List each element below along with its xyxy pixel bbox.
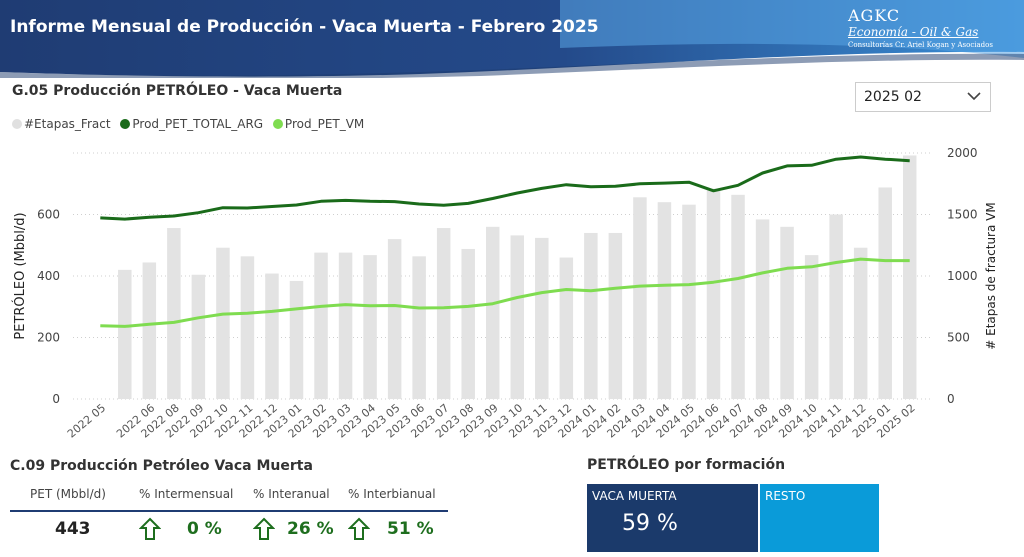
y-tick-label: 200: [37, 331, 60, 345]
kpi-header-intermensual: % Intermensual: [139, 487, 234, 501]
bar-etapas-2023-05[interactable]: [387, 239, 402, 399]
bar-etapas-2023-04[interactable]: [363, 255, 377, 399]
bar-etapas-2023-09[interactable]: [485, 226, 500, 399]
bar-etapas-2024-09[interactable]: [780, 226, 794, 399]
line-prod-vm[interactable]: [100, 257, 910, 328]
period-dropdown-value: 2025 02: [864, 89, 922, 105]
kpi-title: C.09 Producción Petróleo Vaca Muerta: [10, 458, 313, 474]
bar-etapas-2022-08[interactable]: [167, 228, 181, 399]
kpi-header-pet: PET (Mbbl/d): [30, 487, 106, 501]
treemap-tile-vaca-muerta[interactable]: VACA MUERTA 59 %: [587, 484, 758, 552]
y2-tick-label: 0: [947, 392, 955, 406]
bar-etapas-2025-02[interactable]: [902, 155, 917, 399]
y2-tick-label: 1500: [947, 208, 978, 222]
bar-etapas-2023-10[interactable]: [510, 235, 525, 399]
bar-etapas-2022-12[interactable]: [265, 273, 279, 399]
arrow-up-icon: [348, 517, 370, 540]
production-lines: [100, 155, 910, 328]
bar-etapas-2023-12[interactable]: [559, 257, 574, 399]
bar-etapas-2024-08[interactable]: [755, 219, 770, 399]
bar-etapas-2023-06[interactable]: [412, 256, 426, 399]
tile-label-resto: RESTO: [765, 489, 806, 503]
bar-etapas-2022-07[interactable]: [142, 262, 157, 399]
kpi-interbianual-value: 51 %: [387, 519, 434, 539]
y-axis-title: PETRÓLEO (Mbbl/d): [12, 212, 28, 339]
bars-etapas: [118, 155, 917, 400]
bar-etapas-2024-05[interactable]: [682, 204, 696, 399]
y-tick-label: 600: [37, 208, 60, 222]
legend-dot-total: [120, 119, 131, 129]
brand-logo: AGKC Economía - Oil & Gas Consultorías C…: [848, 6, 993, 49]
bar-etapas-2024-04[interactable]: [657, 202, 672, 399]
y2-tick-label: 500: [947, 331, 970, 345]
kpi-intermensual-value: 0 %: [187, 519, 222, 539]
bar-etapas-2023-07[interactable]: [436, 228, 451, 399]
x-tick-label: 2022 05: [65, 401, 108, 440]
kpi-divider: [10, 510, 448, 512]
legend-dot-etapas: [12, 119, 22, 129]
bar-etapas-2023-11[interactable]: [535, 237, 549, 399]
bar-etapas-2023-08[interactable]: [461, 248, 475, 399]
production-combo-chart: 0 200 400 600 0 500 1000 1500 2000 PETRÓLEO (Mbbl…: [12, 146, 998, 441]
y-tick-label: 0: [52, 392, 60, 406]
arrow-up-icon: [139, 517, 161, 540]
bar-etapas-2022-10[interactable]: [216, 247, 230, 399]
legend-item-vm[interactable]: Prod_PET_VM: [272, 117, 365, 131]
bar-etapas-2024-11[interactable]: [829, 214, 843, 400]
kpi-pet-value: 443: [55, 519, 91, 539]
formation-treemap-title: PETRÓLEO por formación: [587, 457, 786, 473]
axes: 0 200 400 600 0 500 1000 1500 2000 PETRÓLEO (Mbbl…: [12, 146, 998, 441]
report-banner: Informe Mensual de Producción - Vaca Mue…: [0, 0, 1024, 78]
y2-axis-title: # Etapas de fractura VM: [984, 202, 998, 349]
legend-item-total[interactable]: Prod_PET_TOTAL_ARG: [120, 117, 263, 131]
gridlines: [73, 152, 930, 400]
report-title: Informe Mensual de Producción - Vaca Mue…: [10, 17, 599, 37]
period-dropdown[interactable]: 2025 02: [855, 82, 991, 112]
tile-label-vaca-muerta: VACA MUERTA: [592, 489, 677, 503]
bar-etapas-2024-06[interactable]: [706, 188, 721, 399]
y-tick-label: 400: [37, 269, 60, 283]
tile-value-vaca-muerta: 59 %: [622, 511, 678, 536]
bar-etapas-2024-03[interactable]: [633, 197, 647, 399]
brand-subtitle: Economía - Oil & Gas: [848, 25, 979, 39]
bar-etapas-2023-01[interactable]: [289, 280, 304, 399]
chart-legend: #Etapas_Fract Prod_PET_TOTAL_ARG Prod_PE…: [12, 117, 370, 135]
legend-label-vm: Prod_PET_VM: [284, 117, 365, 131]
bar-etapas-2023-03[interactable]: [338, 252, 353, 399]
legend-dot-vm: [272, 119, 283, 129]
legend-label-total: Prod_PET_TOTAL_ARG: [132, 117, 264, 131]
arrow-up-icon: [253, 517, 275, 540]
treemap-tile-resto[interactable]: RESTO: [760, 484, 879, 552]
bar-etapas-2025-01[interactable]: [878, 187, 892, 399]
chevron-down-icon: [967, 92, 981, 101]
bar-etapas-2024-01[interactable]: [584, 232, 598, 399]
bar-etapas-2024-07[interactable]: [731, 194, 745, 399]
banner-background: [0, 0, 1024, 78]
y2-tick-label: 2000: [947, 146, 978, 160]
bar-etapas-2024-12[interactable]: [853, 247, 868, 399]
bar-etapas-2022-06[interactable]: [118, 269, 132, 399]
legend-label-etapas: #Etapas_Fract: [24, 117, 111, 131]
bar-etapas-2023-02[interactable]: [314, 252, 328, 399]
chart-title: G.05 Producción PETRÓLEO - Vaca Muerta: [12, 83, 343, 99]
bar-etapas-2024-10[interactable]: [804, 255, 819, 399]
y2-tick-label: 1000: [947, 269, 978, 283]
brand-tagline: Consultorías Cr. Ariel Kogan y Asociados: [848, 41, 993, 49]
line-prod-total-arg[interactable]: [100, 155, 910, 221]
brand-name: AGKC: [848, 6, 901, 25]
legend-item-etapas[interactable]: #Etapas_Fract: [12, 117, 111, 131]
bar-etapas-2022-09[interactable]: [191, 274, 206, 399]
kpi-header-interbianual: % Interbianual: [348, 487, 436, 501]
bar-etapas-2024-02[interactable]: [608, 232, 623, 399]
bar-etapas-2022-11[interactable]: [240, 256, 255, 399]
kpi-interanual-value: 26 %: [287, 519, 334, 539]
kpi-header-interanual: % Interanual: [253, 487, 330, 501]
